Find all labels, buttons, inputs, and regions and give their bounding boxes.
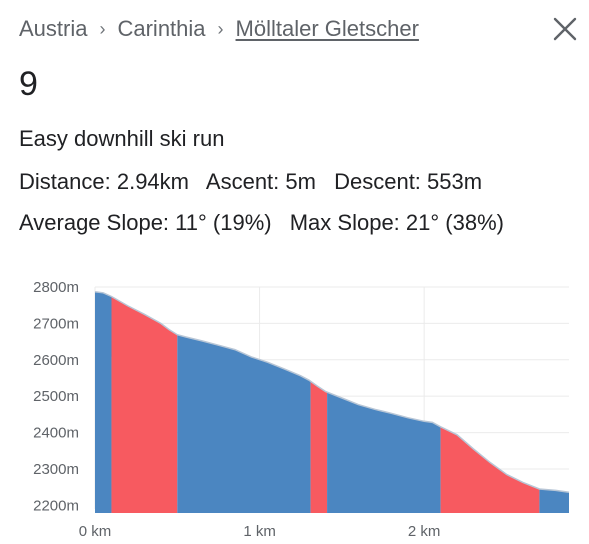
y-tick-label: 2200m [33,497,79,514]
breadcrumb-separator: › [217,18,224,39]
run-type: Easy downhill ski run [19,126,225,151]
y-tick-label: 2500m [33,388,79,405]
x-tick-label: 1 km [243,523,276,540]
ascent-value: 5m [285,169,316,194]
segment-blue [95,291,112,513]
run-name: 9 [19,65,38,103]
segment-blue [539,489,569,513]
max-slope-label: Max Slope: [289,210,400,235]
breadcrumb-country[interactable]: Austria [19,16,88,41]
segment-blue [327,392,441,513]
descent-value: 553m [427,169,483,194]
breadcrumb-region[interactable]: Carinthia [117,16,206,41]
run-stats: Distance: 2.94km Ascent: 5m Descent: 553… [19,168,482,196]
chart-segments [95,291,569,513]
elevation-profile-chart: 2200m 2300m 2400m 2500m 2600m 2700m 2800m 0 km… [33,279,570,540]
y-tick-label: 2600m [33,352,79,369]
breadcrumb-separator: › [99,18,106,39]
chart-outline [94,290,570,494]
x-tick-label: 0 km [79,523,112,540]
avg-slope-value: 11° (19%) [175,210,272,235]
x-tick-label: 2 km [408,523,441,540]
close-button[interactable] [551,15,579,43]
x-axis: 0 km 1 km 2 km [79,523,441,540]
distance-label: Distance: [19,169,111,194]
y-tick-label: 2700m [33,315,79,332]
ascent-label: Ascent: [205,169,280,194]
distance-value: 2.94km [116,169,189,194]
y-tick-label: 2300m [33,461,79,478]
run-slopes: Average Slope: 11° (19%) Max Slope: 21° … [19,209,504,237]
close-icon [553,17,577,41]
segment-red [310,381,328,513]
breadcrumb: Austria › Carinthia › Mölltaler Gletsche… [19,14,419,44]
segment-red [111,296,178,513]
segment-red [440,426,540,513]
descent-label: Descent: [334,169,421,194]
y-tick-label: 2400m [33,425,79,442]
y-tick-label: 2800m [33,279,79,296]
y-axis: 2200m 2300m 2400m 2500m 2600m 2700m 2800m [33,279,79,514]
profile-line [94,290,570,494]
segment-blue [177,334,311,513]
max-slope-value: 21° (38%) [405,210,504,235]
breadcrumb-resort-link[interactable]: Mölltaler Gletscher [235,16,419,41]
avg-slope-label: Average Slope: [19,210,170,235]
